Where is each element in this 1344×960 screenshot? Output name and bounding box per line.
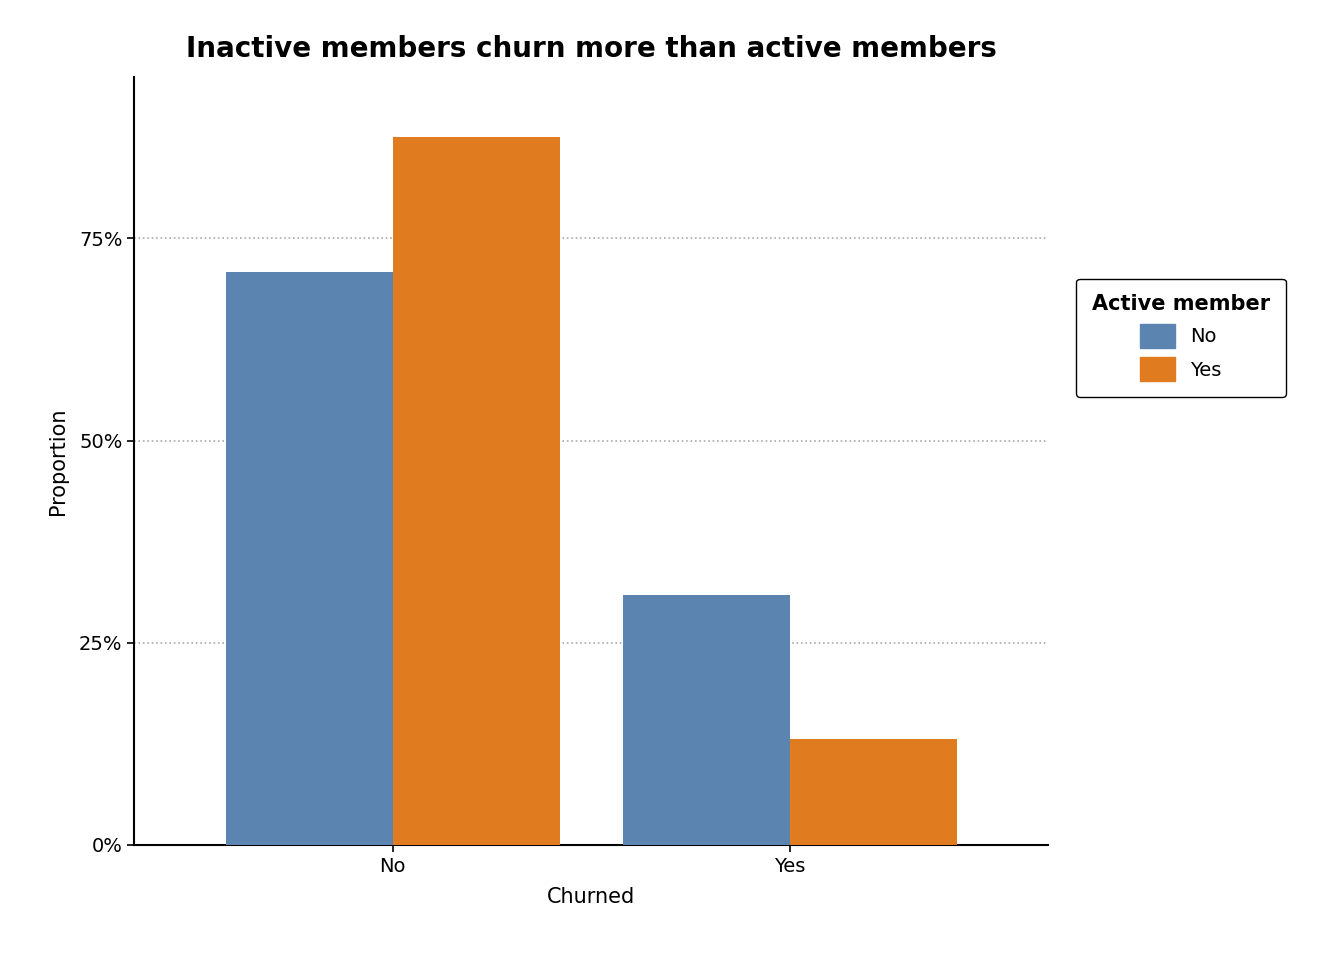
X-axis label: Churned: Churned bbox=[547, 887, 636, 906]
Bar bbox=[392, 137, 559, 845]
Bar bbox=[790, 739, 957, 845]
Y-axis label: Proportion: Proportion bbox=[48, 407, 69, 515]
Bar bbox=[226, 272, 392, 845]
Title: Inactive members churn more than active members: Inactive members churn more than active … bbox=[185, 36, 997, 63]
Legend: No, Yes: No, Yes bbox=[1077, 278, 1286, 396]
Bar bbox=[624, 595, 790, 845]
